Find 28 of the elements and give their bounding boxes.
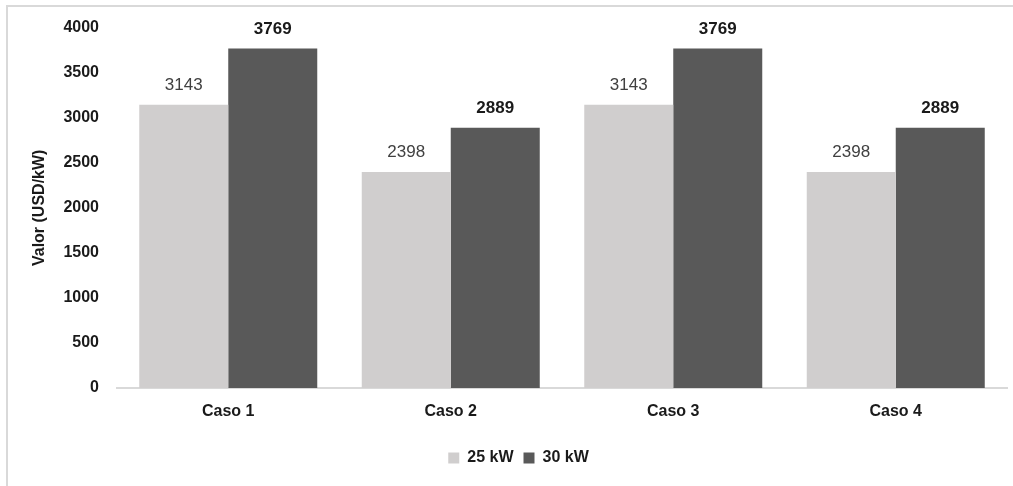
data-label: 2889 bbox=[921, 97, 960, 117]
x-tick-label: Caso 3 bbox=[647, 402, 700, 420]
bar bbox=[895, 127, 985, 388]
y-tick-label: 4000 bbox=[63, 18, 100, 36]
data-label: 3143 bbox=[609, 75, 648, 94]
y-tick-label: 2000 bbox=[63, 198, 100, 216]
legend-label: 30 kW bbox=[542, 448, 590, 466]
y-tick-label: 2500 bbox=[63, 153, 100, 171]
legend-label: 25 kW bbox=[467, 448, 515, 466]
bar bbox=[450, 127, 540, 388]
data-label: 2398 bbox=[832, 142, 871, 162]
y-tick-label: 0 bbox=[90, 378, 100, 396]
x-tick-label: Caso 2 bbox=[424, 402, 478, 420]
data-label: 3769 bbox=[698, 18, 737, 38]
y-tick-label: 1500 bbox=[63, 243, 100, 261]
data-label: 3143 bbox=[164, 75, 203, 94]
x-tick-label: Caso 4 bbox=[869, 402, 923, 420]
y-tick-label: 3000 bbox=[63, 108, 100, 126]
bar bbox=[673, 48, 763, 388]
x-tick-label: Caso 1 bbox=[202, 402, 255, 420]
y-axis-title: Valor (USD/kW) bbox=[30, 149, 48, 267]
bar bbox=[228, 48, 318, 388]
y-tick-label: 3500 bbox=[63, 63, 100, 81]
data-label: 2889 bbox=[476, 97, 515, 117]
y-tick-label: 1000 bbox=[63, 288, 100, 306]
data-label: 2398 bbox=[387, 142, 426, 162]
data-label: 3769 bbox=[253, 18, 292, 38]
y-tick-label: 500 bbox=[72, 333, 100, 351]
